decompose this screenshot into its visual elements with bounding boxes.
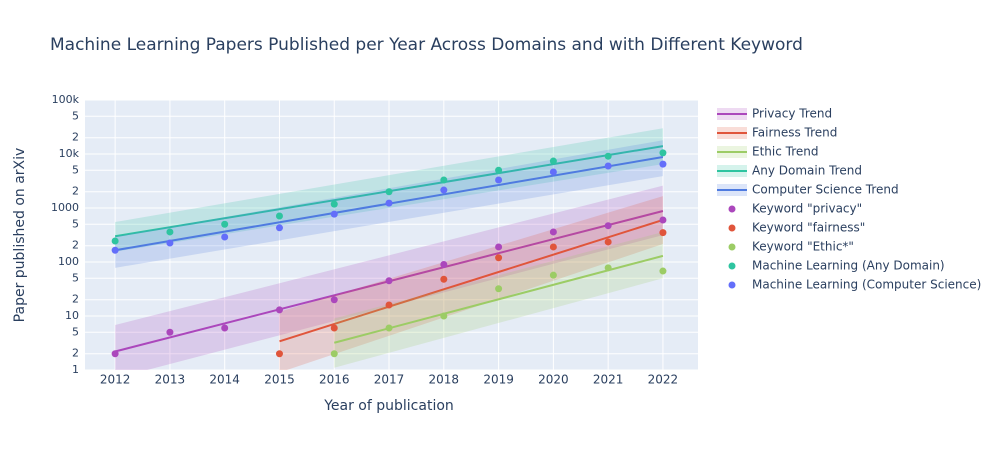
y-tick-label: 5 bbox=[72, 109, 79, 122]
data-point bbox=[604, 162, 612, 170]
data-point bbox=[385, 301, 393, 309]
y-tick-label: 5 bbox=[72, 217, 79, 230]
data-point bbox=[495, 176, 503, 184]
data-point bbox=[111, 350, 119, 358]
data-point bbox=[604, 264, 612, 272]
data-point bbox=[385, 188, 393, 196]
legend-swatch bbox=[728, 281, 736, 289]
data-point bbox=[275, 212, 283, 220]
data-point bbox=[495, 254, 503, 262]
data-point bbox=[549, 271, 557, 279]
plot-layer bbox=[111, 128, 667, 370]
data-point bbox=[330, 350, 338, 358]
x-tick-label: 2013 bbox=[155, 373, 186, 387]
legend-label: Keyword "privacy" bbox=[752, 202, 862, 216]
y-tick-label: 5 bbox=[72, 325, 79, 338]
data-point bbox=[495, 243, 503, 251]
data-point bbox=[495, 166, 503, 174]
y-tick-label: 10k bbox=[59, 147, 80, 160]
data-point bbox=[495, 285, 503, 293]
y-tick-label: 2 bbox=[72, 239, 79, 252]
legend-label: Fairness Trend bbox=[752, 126, 837, 140]
x-tick-label: 2022 bbox=[648, 373, 679, 387]
data-point bbox=[659, 149, 667, 157]
data-point bbox=[659, 229, 667, 237]
trend-line bbox=[279, 219, 664, 343]
data-point bbox=[221, 324, 229, 332]
x-tick-label: 2018 bbox=[429, 373, 460, 387]
legend-label: Keyword "Ethic*" bbox=[752, 240, 854, 254]
legend-label: Computer Science Trend bbox=[752, 183, 899, 197]
legend-label: Privacy Trend bbox=[752, 107, 832, 121]
y-tick-label: 10 bbox=[65, 309, 79, 322]
x-tick-label: 2020 bbox=[538, 373, 569, 387]
y-tick-label: 100 bbox=[58, 255, 79, 268]
data-point bbox=[166, 239, 174, 247]
data-point bbox=[385, 324, 393, 332]
legend-swatch bbox=[728, 262, 736, 270]
data-point bbox=[166, 228, 174, 236]
data-point bbox=[111, 237, 119, 245]
data-point bbox=[659, 160, 667, 168]
data-point bbox=[275, 350, 283, 358]
data-point bbox=[440, 176, 448, 184]
y-tick-label: 5 bbox=[72, 271, 79, 284]
data-point bbox=[330, 324, 338, 332]
x-axis-title: Year of publication bbox=[323, 398, 454, 414]
legend-label: Any Domain Trend bbox=[752, 164, 862, 178]
y-axis-title: Paper published on arXiv bbox=[12, 148, 28, 323]
data-point bbox=[604, 238, 612, 246]
y-tick-label: 2 bbox=[72, 131, 79, 144]
data-point bbox=[275, 306, 283, 314]
data-point bbox=[385, 277, 393, 285]
y-tick-label: 1 bbox=[72, 363, 79, 376]
data-point bbox=[166, 328, 174, 336]
data-point bbox=[111, 246, 119, 254]
confidence-band bbox=[279, 196, 663, 370]
data-point bbox=[275, 224, 283, 232]
y-tick-label: 1000 bbox=[51, 201, 79, 214]
data-point bbox=[440, 186, 448, 194]
x-tick-label: 2015 bbox=[264, 373, 295, 387]
data-point bbox=[330, 296, 338, 304]
data-point bbox=[549, 228, 557, 236]
x-tick-label: 2012 bbox=[100, 373, 131, 387]
x-tick-label: 2019 bbox=[483, 373, 514, 387]
data-point bbox=[604, 222, 612, 230]
data-point bbox=[440, 312, 448, 320]
data-point bbox=[549, 243, 557, 251]
y-tick-label: 2 bbox=[72, 347, 79, 360]
data-point bbox=[549, 168, 557, 176]
legend-label: Keyword "fairness" bbox=[752, 221, 865, 235]
data-point bbox=[221, 233, 229, 241]
data-point bbox=[440, 260, 448, 268]
legend-label: Machine Learning (Computer Science) bbox=[752, 278, 981, 292]
legend-swatch bbox=[728, 205, 736, 213]
data-point bbox=[385, 199, 393, 207]
plot-area bbox=[85, 100, 698, 370]
x-tick-label: 2014 bbox=[209, 373, 240, 387]
chart-title: Machine Learning Papers Published per Ye… bbox=[50, 35, 803, 55]
data-point bbox=[604, 152, 612, 160]
data-point bbox=[330, 200, 338, 208]
data-point bbox=[549, 157, 557, 165]
x-tick-label: 2017 bbox=[374, 373, 405, 387]
legend-swatch bbox=[728, 243, 736, 251]
data-point bbox=[659, 216, 667, 224]
data-point bbox=[440, 275, 448, 283]
data-point bbox=[221, 220, 229, 228]
data-point bbox=[659, 267, 667, 275]
data-point bbox=[330, 210, 338, 218]
x-tick-label: 2021 bbox=[593, 373, 624, 387]
x-tick-label: 2016 bbox=[319, 373, 350, 387]
y-tick-label: 2 bbox=[72, 293, 79, 306]
legend-label: Machine Learning (Any Domain) bbox=[752, 259, 945, 273]
y-tick-label: 100k bbox=[52, 93, 80, 106]
y-tick-label: 2 bbox=[72, 185, 79, 198]
y-tick-label: 5 bbox=[72, 163, 79, 176]
legend-label: Ethic Trend bbox=[752, 145, 818, 159]
legend-swatch bbox=[728, 224, 736, 232]
